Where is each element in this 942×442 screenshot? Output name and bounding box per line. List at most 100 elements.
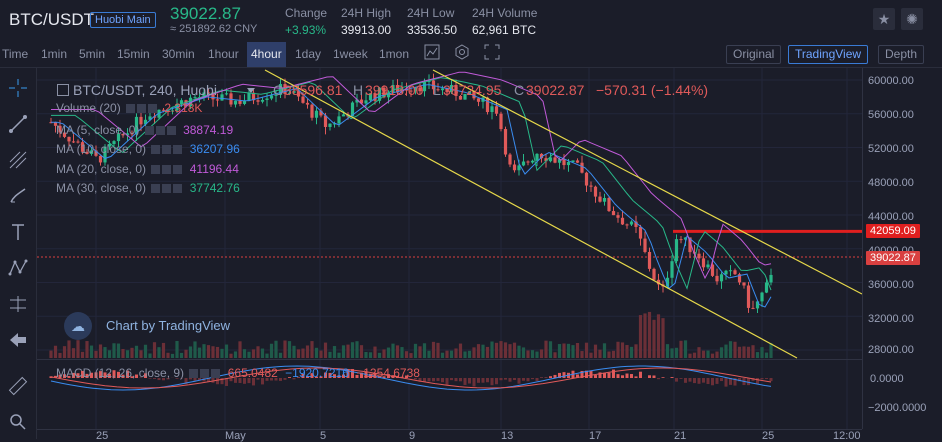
close-icon[interactable] xyxy=(173,165,182,174)
indicator-row[interactable]: Volume (20) 2.318K xyxy=(56,101,202,115)
close-icon[interactable] xyxy=(167,126,176,135)
fullscreen-icon[interactable] xyxy=(482,44,502,64)
volume-bar xyxy=(90,346,93,358)
eye-icon[interactable] xyxy=(151,184,160,193)
tf-4hour[interactable]: 4hour xyxy=(247,42,286,67)
channel-line-upper xyxy=(433,70,862,294)
tradingview-logo-icon[interactable]: ☁ xyxy=(64,312,92,340)
volume-bar xyxy=(225,345,228,358)
volume-bar xyxy=(211,346,214,358)
volume-bar xyxy=(499,341,502,358)
settings-icon[interactable] xyxy=(162,145,171,154)
tf-1day[interactable]: 1day xyxy=(295,47,321,61)
candle-body xyxy=(364,100,367,103)
measure-icon[interactable] xyxy=(6,294,30,318)
sun-icon[interactable]: ✺ xyxy=(901,8,923,30)
volume-bar xyxy=(540,349,543,358)
chart-type-icon[interactable] xyxy=(422,44,442,64)
macd-histogram-bar xyxy=(689,378,692,382)
text-icon[interactable] xyxy=(6,222,30,246)
macd-histogram-bar xyxy=(428,378,431,381)
indicator-value: 38874.19 xyxy=(183,123,233,137)
volume-bar xyxy=(666,344,669,358)
fib-icon[interactable] xyxy=(6,150,30,174)
tf-time[interactable]: Time xyxy=(2,47,28,61)
candle-body xyxy=(499,114,502,129)
settings-icon[interactable] xyxy=(452,44,472,64)
macd-histogram-bar xyxy=(608,373,611,378)
volume-bar xyxy=(382,349,385,358)
macd-histogram-bar xyxy=(504,378,507,380)
macd-histogram-bar xyxy=(630,374,633,378)
settings-icon[interactable] xyxy=(137,104,146,113)
tf-15min[interactable]: 15min xyxy=(117,47,150,61)
macd-axis-label: −2000.0000 xyxy=(868,402,926,414)
volume-bar xyxy=(99,344,102,358)
indicator-row[interactable]: MA (5, close, 0) 38874.19 xyxy=(56,123,233,137)
volume-bar xyxy=(175,341,178,358)
volume-bar xyxy=(63,346,66,358)
close-icon[interactable] xyxy=(173,184,182,193)
view-original-button[interactable]: Original xyxy=(726,45,781,64)
tf-5min[interactable]: 5min xyxy=(79,47,105,61)
brush-icon[interactable] xyxy=(6,186,30,210)
tf-1min[interactable]: 1min xyxy=(41,47,67,61)
pattern-icon[interactable] xyxy=(6,258,30,282)
view-tradingview-button[interactable]: TradingView xyxy=(788,45,868,64)
volume-bar xyxy=(729,341,732,358)
star-icon[interactable]: ★ xyxy=(873,8,895,30)
macd-legend[interactable]: MACD (12, 26, close, 9) 665.0482 −1920.7… xyxy=(56,366,420,380)
pane-divider[interactable] xyxy=(37,359,862,360)
indicator-row[interactable]: MA (30, close, 0) 37742.76 xyxy=(56,181,240,195)
tf-1mon[interactable]: 1mon xyxy=(379,47,409,61)
volume-bar xyxy=(630,347,633,358)
drawing-toolbar xyxy=(0,68,37,439)
close-icon[interactable] xyxy=(173,145,182,154)
eye-icon[interactable] xyxy=(151,145,160,154)
back-arrow-icon[interactable] xyxy=(6,330,30,354)
eye-icon[interactable] xyxy=(126,104,135,113)
volume-bar xyxy=(108,350,111,358)
macd-histogram-bar xyxy=(522,378,525,381)
chevron-down-icon[interactable] xyxy=(247,88,255,93)
settings-icon[interactable] xyxy=(162,165,171,174)
trend-line-icon[interactable] xyxy=(6,114,30,138)
volume-bar xyxy=(432,342,435,358)
level-price-tag: 42059.09 xyxy=(866,224,920,238)
exchange-badge[interactable]: Huobi Main xyxy=(90,12,156,28)
candle-body xyxy=(306,103,309,105)
crosshair-icon[interactable] xyxy=(6,78,30,102)
candle-body xyxy=(238,101,241,104)
volume-bar xyxy=(171,354,174,358)
macd-histogram-bar xyxy=(594,375,597,378)
zoom-icon[interactable] xyxy=(6,412,30,436)
pair-name[interactable]: BTC/USDT xyxy=(9,10,94,30)
indicator-value: 37742.76 xyxy=(190,181,240,195)
indicator-row[interactable]: MA (10, close, 0) 36207.96 xyxy=(56,142,240,156)
volume-bar xyxy=(351,342,354,358)
settings-icon[interactable] xyxy=(162,184,171,193)
price-axis-label: 52000.00 xyxy=(868,143,914,155)
candle-body xyxy=(769,275,772,283)
volume-bar xyxy=(661,318,664,358)
settings-icon[interactable] xyxy=(200,369,209,378)
tf-30min[interactable]: 30min xyxy=(162,47,195,61)
eye-icon[interactable] xyxy=(151,165,160,174)
collapse-legend-icon[interactable] xyxy=(57,84,69,96)
view-depth-button[interactable]: Depth xyxy=(878,45,924,64)
close-icon[interactable] xyxy=(148,104,157,113)
indicator-row[interactable]: MA (20, close, 0) 41196.44 xyxy=(56,162,239,176)
low-value: 33536.50 xyxy=(407,23,457,37)
eye-icon[interactable] xyxy=(145,126,154,135)
volume-bar xyxy=(441,353,444,358)
price-axis-label: 48000.00 xyxy=(868,177,914,189)
volume-bar xyxy=(333,346,336,358)
settings-icon[interactable] xyxy=(156,126,165,135)
ticker-bar: BTC/USDT Huobi Main 39022.87 ≈ 251892.62… xyxy=(0,0,942,42)
tradingview-watermark[interactable]: Chart by TradingView xyxy=(106,318,230,333)
eye-icon[interactable] xyxy=(189,369,198,378)
tf-1week[interactable]: 1week xyxy=(333,47,368,61)
tf-1hour[interactable]: 1hour xyxy=(208,47,239,61)
ruler-icon[interactable] xyxy=(6,376,30,400)
close-icon[interactable] xyxy=(211,369,220,378)
